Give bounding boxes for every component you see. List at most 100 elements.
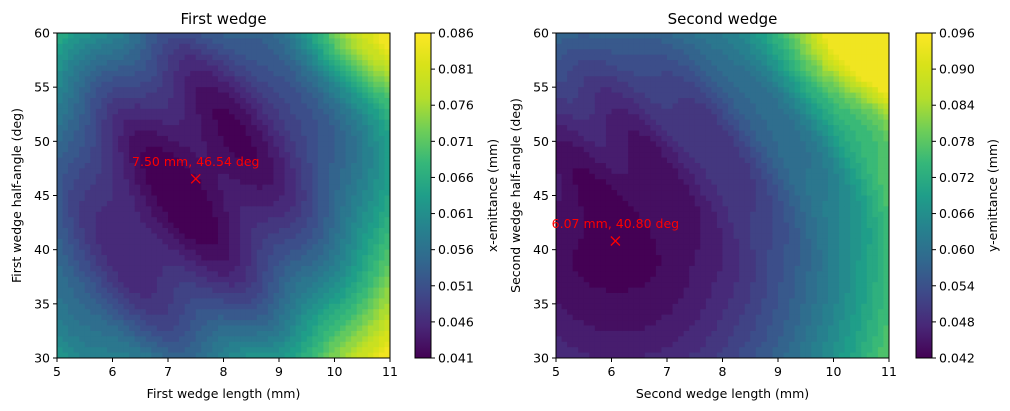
contour-cell (173, 336, 180, 343)
contour-cell (240, 217, 247, 224)
contour-cell (351, 98, 358, 105)
contour-cell (572, 168, 579, 175)
contour-cell (561, 298, 568, 305)
contour-cell (600, 244, 607, 251)
contour-cell (190, 38, 197, 45)
contour-cell (95, 81, 102, 88)
contour-cell (367, 293, 374, 300)
contour-cell (73, 157, 80, 164)
contour-cell (367, 157, 374, 164)
contour-cell (572, 200, 579, 207)
contour-cell (384, 200, 390, 207)
contour-cell (190, 314, 197, 321)
contour-cell (229, 303, 236, 310)
contour-cell (567, 249, 574, 256)
contour-cell (62, 54, 69, 61)
contour-cell (323, 114, 330, 121)
contour-cell (301, 271, 308, 278)
contour-cell (201, 135, 208, 142)
contour-cell (162, 260, 169, 267)
contour-cell (589, 287, 596, 294)
contour-cell (605, 92, 613, 99)
contour-cell (273, 65, 280, 72)
contour-cell (317, 60, 324, 67)
contour-cell (240, 320, 247, 327)
contour-cell (201, 157, 208, 164)
contour-cell (179, 260, 186, 267)
contour-cell (84, 114, 91, 121)
contour-cell (173, 347, 180, 354)
contour-cell (334, 108, 341, 115)
contour-cell (184, 244, 191, 251)
contour-cell (328, 60, 336, 67)
contour-cell (168, 271, 175, 278)
contour-cell (162, 179, 169, 186)
contour-cell (600, 271, 607, 278)
contour-cell (340, 49, 347, 56)
contour-cell (101, 141, 108, 148)
contour-cell (217, 49, 225, 56)
contour-cell (301, 217, 308, 224)
contour-cell (351, 217, 358, 224)
contour-cell (223, 54, 230, 61)
contour-cell (140, 330, 147, 337)
contour-cell (572, 179, 579, 186)
contour-cell (301, 130, 308, 137)
contour-cell (184, 119, 191, 126)
contour-cell (567, 195, 574, 202)
contour-cell (578, 260, 585, 267)
contour-cell (578, 238, 585, 245)
contour-cell (279, 293, 286, 300)
contour-cell (62, 163, 69, 170)
contour-cell (129, 130, 136, 137)
contour-cell (229, 76, 236, 83)
contour-cell (190, 65, 197, 72)
contour-cell (362, 38, 369, 45)
contour-cell (290, 152, 297, 159)
contour-cell (628, 76, 635, 83)
contour-cell (633, 146, 640, 153)
contour-cell (245, 293, 252, 300)
contour-cell (68, 309, 75, 316)
contour-cell (295, 33, 302, 40)
contour-cell (262, 70, 269, 77)
contour-cell (267, 70, 275, 77)
contour-cell (173, 228, 180, 235)
contour-cell (90, 98, 97, 105)
contour-cell (234, 179, 241, 186)
contour-cell (90, 119, 97, 126)
contour-cell (195, 49, 202, 56)
contour-cell (633, 33, 640, 40)
contour-cell (672, 76, 679, 83)
contour-cell (655, 157, 663, 164)
contour-cell (600, 233, 607, 240)
contour-cell (340, 146, 347, 153)
contour-cell (156, 70, 164, 77)
contour-cell (223, 260, 230, 267)
contour-cell (345, 195, 352, 202)
contour-cell (262, 54, 269, 61)
contour-cell (101, 114, 108, 121)
contour-cell (279, 206, 286, 213)
contour-cell (384, 260, 390, 267)
contour-cell (639, 87, 646, 94)
contour-cell (378, 152, 386, 159)
contour-cell (639, 341, 646, 348)
contour-cell (162, 60, 169, 67)
contour-cell (256, 293, 263, 300)
contour-cell (600, 309, 607, 316)
contour-cell (362, 173, 369, 180)
contour-cell (90, 163, 97, 170)
contour-cell (572, 228, 579, 235)
contour-cell (633, 249, 640, 256)
contour-cell (340, 298, 347, 305)
contour-cell (633, 195, 640, 202)
contour-cell (622, 200, 629, 207)
contour-cell (306, 336, 313, 343)
contour-cell (195, 98, 202, 105)
contour-cell (378, 163, 386, 170)
contour-cell (217, 206, 225, 213)
contour-cell (605, 141, 613, 148)
contour-cell (367, 38, 374, 45)
contour-cell (195, 114, 202, 121)
